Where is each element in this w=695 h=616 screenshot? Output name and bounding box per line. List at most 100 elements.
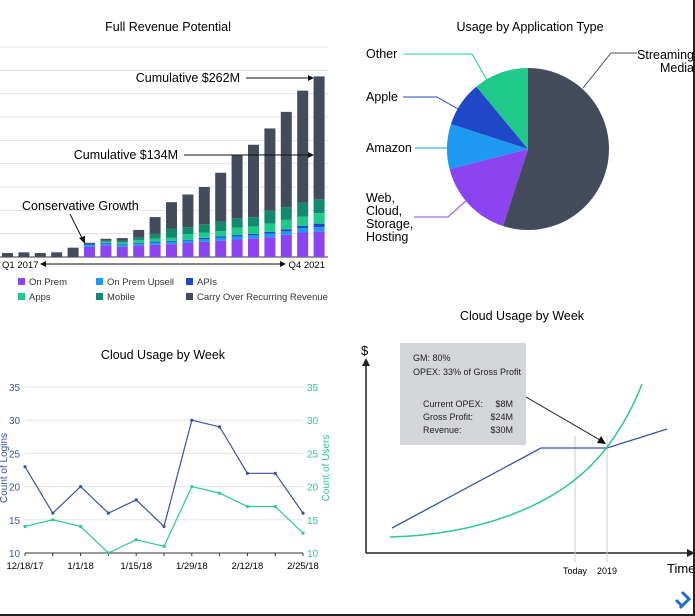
bar-segment-on-prem <box>100 245 112 257</box>
bar-segment-apis <box>198 237 210 240</box>
bar-segment-carry-over-recurring-revenue <box>313 76 325 200</box>
arrowhead <box>308 75 314 81</box>
y-tick-right: 20 <box>307 483 319 494</box>
year-2019-label: 2019 <box>597 566 617 576</box>
data-point <box>218 491 222 495</box>
data-point <box>245 504 249 509</box>
data-point <box>162 544 166 548</box>
frame-border-right <box>693 0 695 616</box>
y-tick-right: 15 <box>307 516 319 527</box>
bar-segment-carry-over-recurring-revenue <box>231 155 243 219</box>
label-apple: Apple <box>366 90 398 104</box>
label-streaming: Streaming Media <box>637 48 694 75</box>
legend-swatch <box>186 293 193 300</box>
bar-segment-carry-over-recurring-revenue <box>2 253 13 257</box>
label-amazon: Amazon <box>366 141 412 155</box>
bar-segment-on-prem <box>248 238 259 257</box>
pie-chart: Usage by Application Type Streaming Media… <box>366 20 694 244</box>
bar-segment-on-prem <box>280 234 292 257</box>
callout-row-value: $24M <box>490 412 513 422</box>
data-point <box>162 524 166 529</box>
bar-segment-on-prem-upsell <box>149 242 161 245</box>
diagram-title: Cloud Usage by Week <box>460 309 585 323</box>
bar-segment-carry-over-recurring-revenue <box>100 238 112 241</box>
data-point <box>106 511 110 515</box>
legend-label: Apps <box>29 292 51 303</box>
bar-segment-apis <box>149 241 161 243</box>
data-point <box>23 524 27 529</box>
bar-segment-apps <box>182 234 194 240</box>
callout-row-label: Revenue: <box>423 425 462 435</box>
bar-segment-on-prem <box>166 244 177 257</box>
bar-segment-mobile <box>149 233 161 239</box>
bar-segment-apis <box>280 229 292 232</box>
bar-segment-on-prem-upsell <box>116 244 128 247</box>
x-start-label: Q1 2017 <box>2 260 38 271</box>
leader-line <box>582 52 637 89</box>
pie-slice-other <box>476 68 528 149</box>
y-axis-left-label: Count of Logins <box>0 433 10 503</box>
bar-segment-on-prem-upsell <box>264 233 276 238</box>
bar-segment-mobile <box>116 240 128 243</box>
y-tick-right: 30 <box>307 416 319 427</box>
bar-segment-carry-over-recurring-revenue <box>264 128 276 211</box>
bar-segment-carry-over-recurring-revenue <box>34 253 46 257</box>
callout-row-value: $8M <box>495 399 513 409</box>
bar-segment-mobile <box>264 210 276 224</box>
bar-segment-on-prem <box>182 243 194 257</box>
bar-segment-apis <box>116 244 128 245</box>
x-tick-label: 1/29/18 <box>176 561 208 572</box>
bar-segment-mobile <box>182 227 194 235</box>
arrowhead <box>362 358 370 366</box>
pie-slice-streaming-media <box>502 68 609 230</box>
arrowhead <box>597 436 606 444</box>
annotation-conservative-arrow <box>69 213 84 241</box>
bar-segment-carry-over-recurring-revenue <box>280 111 292 208</box>
bar-segment-on-prem <box>198 241 210 257</box>
bar-segment-carry-over-recurring-revenue <box>133 229 145 238</box>
cloud-usage-line-chart: Cloud Usage by Week 10 10 15 15 20 20 25 25 30 30… <box>0 348 332 572</box>
bar-segment-on-prem-upsell <box>133 243 145 246</box>
bar-segment-apps <box>248 226 259 234</box>
bar-segment-carry-over-recurring-revenue <box>198 187 210 225</box>
data-point <box>51 518 55 522</box>
data-point <box>79 524 83 529</box>
pie-slice-amazon <box>446 123 528 170</box>
legend-swatch <box>18 293 25 300</box>
revenue-chart-title: Full Revenue Potential <box>105 20 231 34</box>
arrowhead <box>280 261 286 267</box>
bar-segment-on-prem <box>297 232 309 257</box>
data-point <box>79 485 83 489</box>
leader-line <box>403 96 459 110</box>
bar-segment-on-prem-upsell <box>231 236 243 240</box>
bar-segment-on-prem-upsell <box>182 240 194 243</box>
legend-swatch <box>96 278 103 285</box>
y-axis-right-label: Count of Users <box>321 435 332 502</box>
bar-segment-mobile <box>231 218 243 228</box>
bar-segment-apps <box>264 223 276 232</box>
bar-segment-apps <box>116 242 128 245</box>
bar-segment-apps <box>149 238 161 242</box>
y-tick-left: 25 <box>9 449 21 460</box>
legend-label: Mobile <box>107 292 135 303</box>
callout-arrow <box>525 396 601 441</box>
bar-segment-carry-over-recurring-revenue <box>182 194 194 228</box>
bar-segment-apps <box>198 232 210 238</box>
bar-segment-on-prem <box>84 246 95 257</box>
legend-label: On Prem <box>29 277 67 288</box>
legend-label: On Prem Upsell <box>107 277 174 288</box>
bar-segment-on-prem-upsell <box>215 237 227 241</box>
arrowhead <box>687 549 695 557</box>
bar-segment-carry-over-recurring-revenue <box>116 238 128 241</box>
y-tick-right: 25 <box>307 449 319 460</box>
bar-segment-on-prem <box>313 231 325 257</box>
bar-segment-apis <box>215 236 227 238</box>
data-point <box>301 511 305 515</box>
bar-segment-on-prem <box>116 246 128 257</box>
data-point <box>218 425 222 429</box>
annotation-134: Cumulative $134M <box>74 148 178 162</box>
bar-segment-apps <box>215 231 227 237</box>
bar-segment-apis <box>84 243 95 245</box>
x-tick-label: 1/15/18 <box>120 561 152 572</box>
